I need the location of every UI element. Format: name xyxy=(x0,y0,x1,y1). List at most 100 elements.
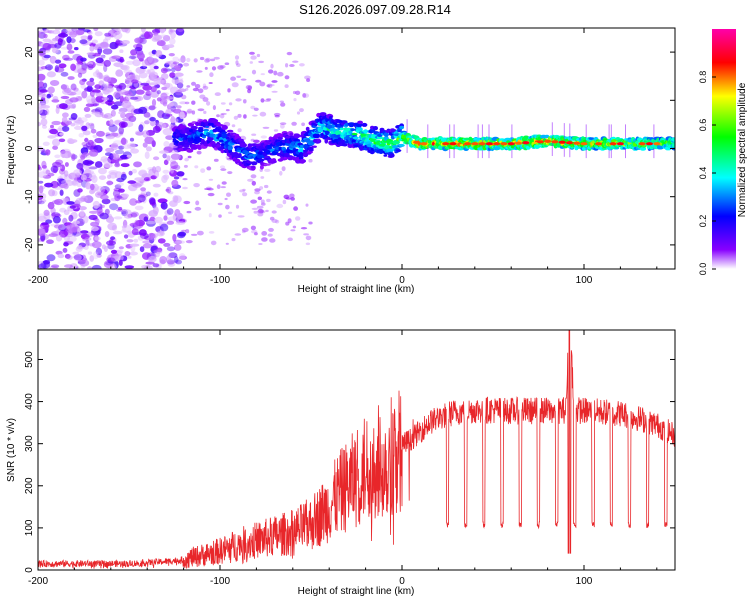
noise-mark xyxy=(113,31,123,40)
noise-mark xyxy=(63,209,70,216)
noise-mark xyxy=(120,173,127,181)
ridge-mark xyxy=(395,149,402,153)
noise-mark xyxy=(158,150,169,154)
noise-mark xyxy=(168,102,175,107)
noise-mark xyxy=(269,84,275,87)
noise-mark xyxy=(114,254,124,262)
noise-mark xyxy=(109,41,118,50)
snr-panel: -200 -100 0 100 0 100 200 300 400 500 Height of s… xyxy=(6,329,676,597)
noise-mark xyxy=(166,44,175,48)
noise-mark xyxy=(279,122,287,125)
noise-mark xyxy=(118,145,125,150)
ridge-core xyxy=(478,142,486,146)
noise-mark xyxy=(122,209,132,215)
noise-mark xyxy=(170,32,176,39)
noise-mark xyxy=(88,214,98,220)
noise-mark xyxy=(165,108,174,113)
noise-mark xyxy=(52,215,61,224)
noise-mark xyxy=(72,180,77,186)
noise-mark xyxy=(70,139,78,143)
noise-mark xyxy=(129,143,139,147)
noise-mark xyxy=(51,264,60,269)
noise-mark xyxy=(58,178,66,184)
noise-mark xyxy=(289,64,295,67)
noise-mark xyxy=(211,66,217,71)
noise-mark xyxy=(117,182,124,187)
ridge-mark xyxy=(251,161,258,166)
noise-mark xyxy=(90,226,99,232)
noise-mark xyxy=(121,137,127,145)
noise-mark xyxy=(228,211,233,214)
noise-mark xyxy=(170,153,181,160)
noise-mark xyxy=(142,84,153,91)
ridge-mark xyxy=(556,142,562,148)
noise-mark xyxy=(149,233,156,239)
noise-mark xyxy=(70,83,77,91)
noise-mark xyxy=(144,31,150,40)
noise-mark xyxy=(43,54,51,59)
noise-mark xyxy=(292,60,299,63)
noise-mark xyxy=(185,229,190,234)
noise-mark xyxy=(75,197,84,204)
noise-mark xyxy=(219,165,226,169)
noise-mark xyxy=(116,195,123,199)
ridge-mark xyxy=(239,142,247,148)
ridge-mark xyxy=(263,163,271,166)
noise-mark xyxy=(84,237,92,241)
noise-mark xyxy=(42,260,51,265)
noise-mark xyxy=(114,194,121,202)
noise-mark xyxy=(179,101,187,105)
ridge-mark xyxy=(494,146,502,150)
noise-mark xyxy=(247,88,252,94)
noise-mark xyxy=(284,84,289,88)
noise-mark xyxy=(295,90,301,96)
noise-mark xyxy=(161,154,169,158)
y-tick-label: -20 xyxy=(24,237,35,252)
noise-mark xyxy=(247,178,254,182)
noise-mark xyxy=(71,226,78,233)
noise-mark xyxy=(177,231,187,237)
noise-mark xyxy=(156,90,161,95)
noise-mark xyxy=(277,71,284,77)
noise-mark xyxy=(166,155,171,162)
noise-mark xyxy=(107,257,116,264)
y-tick-label: 0 xyxy=(24,145,35,151)
noise-mark xyxy=(38,197,43,205)
noise-mark xyxy=(113,101,124,107)
noise-mark xyxy=(146,220,156,225)
noise-mark xyxy=(121,28,129,33)
noise-mark xyxy=(89,149,99,157)
noise-mark xyxy=(80,35,89,40)
noise-mark xyxy=(168,252,178,259)
noise-mark xyxy=(138,124,144,132)
noise-mark xyxy=(127,180,136,184)
ridge-mark xyxy=(398,143,405,147)
noise-mark xyxy=(271,218,278,223)
y-tick-label: 0 xyxy=(24,567,35,573)
ridge-core xyxy=(507,142,515,146)
noise-mark xyxy=(84,137,89,143)
noise-mark xyxy=(154,170,160,179)
noise-mark xyxy=(191,110,196,115)
noise-mark xyxy=(67,152,73,158)
noise-mark xyxy=(134,219,140,228)
noise-mark xyxy=(125,112,134,119)
noise-mark xyxy=(50,165,59,173)
noise-mark xyxy=(62,112,69,118)
noise-mark xyxy=(163,242,171,247)
spectrogram-ylabel: Frequency (Hz) xyxy=(6,116,17,185)
noise-mark xyxy=(145,261,155,265)
noise-mark xyxy=(55,234,63,242)
noise-mark xyxy=(133,238,139,243)
noise-mark xyxy=(137,170,147,176)
noise-mark xyxy=(150,233,157,241)
ridge-mark xyxy=(581,147,589,151)
ridge-core xyxy=(420,142,428,146)
noise-mark xyxy=(176,171,185,177)
noise-mark xyxy=(227,88,231,93)
noise-mark xyxy=(41,222,49,226)
noise-mark xyxy=(126,239,134,243)
noise-mark xyxy=(63,242,69,247)
noise-mark xyxy=(45,149,51,156)
noise-mark xyxy=(227,171,233,175)
